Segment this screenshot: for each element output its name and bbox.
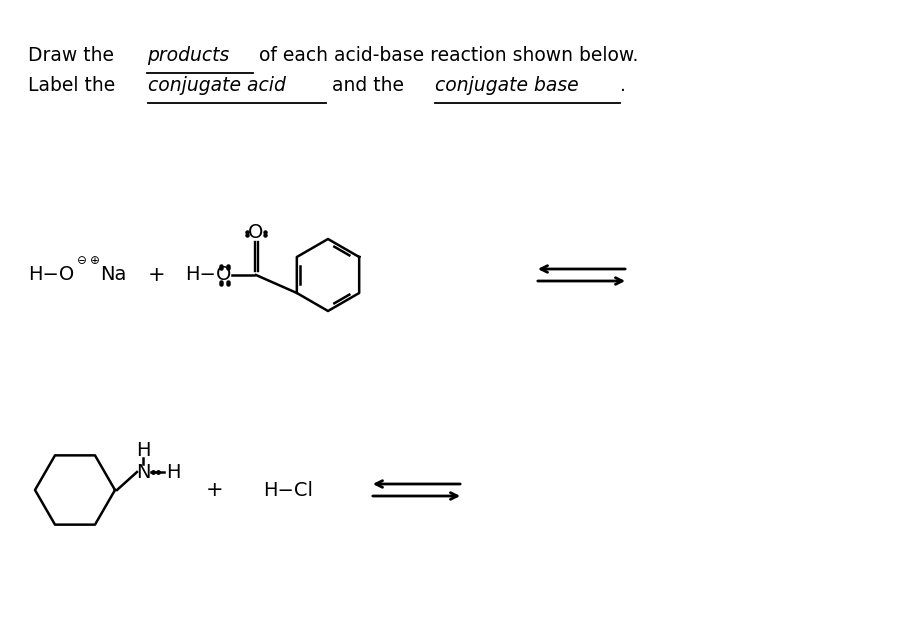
Text: H: H bbox=[166, 463, 180, 481]
Text: H: H bbox=[136, 440, 150, 460]
Text: and the: and the bbox=[326, 76, 410, 95]
Text: H−O: H−O bbox=[28, 266, 74, 285]
Text: ⊖: ⊖ bbox=[77, 255, 87, 268]
Text: H−Cl: H−Cl bbox=[263, 481, 313, 499]
Text: of each acid-base reaction shown below.: of each acid-base reaction shown below. bbox=[253, 46, 638, 65]
Text: conjugate base: conjugate base bbox=[434, 76, 578, 95]
Text: +: + bbox=[148, 265, 166, 285]
Text: Na: Na bbox=[100, 266, 126, 285]
Text: O: O bbox=[248, 223, 264, 243]
Text: products: products bbox=[147, 46, 229, 65]
Text: .: . bbox=[620, 76, 626, 95]
Text: Draw the: Draw the bbox=[28, 46, 120, 65]
Text: N: N bbox=[136, 463, 150, 481]
Text: Label the: Label the bbox=[28, 76, 121, 95]
Text: +: + bbox=[206, 480, 224, 500]
Text: conjugate acid: conjugate acid bbox=[148, 76, 286, 95]
Text: H−: H− bbox=[185, 266, 216, 285]
Text: O: O bbox=[216, 266, 232, 285]
Text: ⊕: ⊕ bbox=[90, 255, 100, 268]
